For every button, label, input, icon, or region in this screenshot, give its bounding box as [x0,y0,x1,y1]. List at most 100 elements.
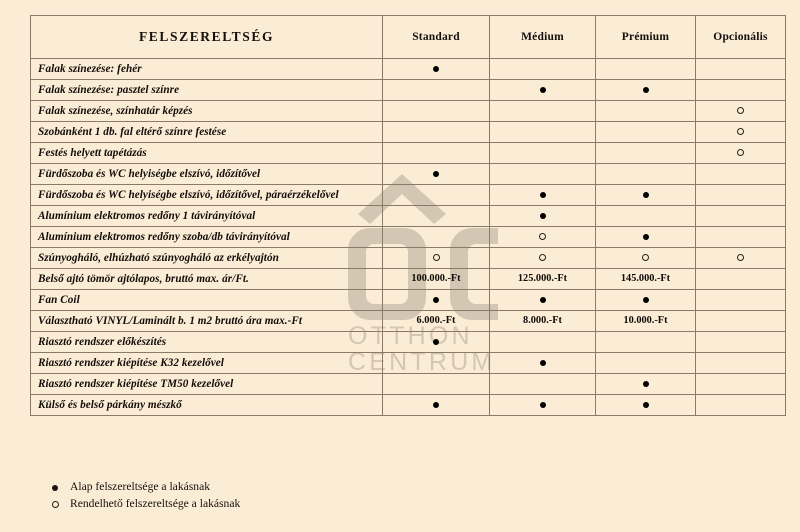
filled-dot-icon [642,401,649,408]
table-row: Falak színezése, színhatár képzés [30,100,786,122]
hollow-dot-icon [737,254,744,262]
cell-premium-empty [595,205,696,227]
cell-premium-empty [595,58,696,80]
feature-label: Falak színezése: pasztel színre [30,79,383,101]
cell-optional-empty [695,331,786,353]
filled-dot-icon [539,191,546,198]
legend-label-orderable: Rendelhető felszereltsége a lakásnak [70,497,241,510]
cell-optional-empty [695,205,786,227]
feature-label: Falak színezése, színhatár képzés [30,100,383,122]
feature-label: Falak színezése: fehér [30,58,383,80]
feature-label: Külső és belső párkány mészkő [30,394,383,416]
filled-dot-icon [52,479,70,495]
cell-standard-empty [382,100,490,122]
cell-optional-orderable [695,100,786,122]
cell-optional-orderable [695,142,786,164]
feature-label: Riasztó rendszer kiépítése TM50 kezelőve… [30,373,383,395]
cell-premium-price: 10.000.-Ft [595,310,696,332]
cell-premium-included [595,394,696,416]
cell-standard-included [382,394,490,416]
cell-premium-included [595,226,696,248]
price-value: 6.000.-Ft [416,314,456,326]
feature-label: Riasztó rendszer kiépítése K32 kezelővel [30,352,383,374]
cell-optional-empty [695,310,786,332]
feature-label: Fürdőszoba és WC helyiségbe elszívó, idő… [30,184,383,206]
hollow-dot-icon [539,233,546,241]
filled-dot-icon [539,401,546,408]
filled-dot-icon [433,296,439,303]
table-row: Szobánként 1 db. fal eltérő színre festé… [30,121,786,143]
price-value: 125.000.-Ft [517,272,568,284]
cell-medium-included [489,352,596,374]
cell-standard-orderable [382,247,490,269]
cell-optional-empty [695,373,786,395]
feature-label: Festés helyett tapétázás [30,142,383,164]
filled-dot-icon [433,401,439,408]
cell-premium-included [595,79,696,101]
cell-optional-empty [695,226,786,248]
table-row: Riasztó rendszer előkészítés [30,331,786,353]
cell-standard-empty [382,205,490,227]
cell-premium-empty [595,142,696,164]
cell-optional-orderable [695,247,786,269]
cell-optional-empty [695,394,786,416]
table-row: Fan Coil [30,289,786,311]
equipment-specification-table: FELSZERELTSÉG Standard Médium Prémium Op… [30,15,786,416]
feature-label: Alumínium elektromos redőny 1 távirányít… [30,205,383,227]
hollow-dot-icon [737,149,744,157]
cell-premium-orderable [595,247,696,269]
table-row: Választható VINYL/Laminált b. 1 m2 brutt… [30,310,786,332]
legend-item-standard: Alap felszereltsége a lakásnak [52,478,240,495]
price-value: 100.000.-Ft [411,272,461,284]
filled-dot-icon [539,212,546,219]
column-header-optional: Opcionális [695,15,786,59]
hollow-dot-icon [737,128,744,136]
table-header: FELSZERELTSÉG Standard Médium Prémium Op… [30,15,786,59]
table-header-row: FELSZERELTSÉG Standard Médium Prémium Op… [30,15,786,59]
feature-label: Szobánként 1 db. fal eltérő színre festé… [30,121,383,143]
cell-standard-included [382,163,490,185]
cell-standard-empty [382,373,490,395]
table-row: Falak színezése: fehér [30,58,786,80]
cell-premium-included [595,184,696,206]
column-header-standard: Standard [382,15,490,59]
cell-medium-included [489,289,596,311]
table-row: Festés helyett tapétázás [30,142,786,164]
legend: Alap felszereltsége a lakásnak Rendelhet… [52,478,240,512]
hollow-dot-icon [52,496,70,512]
filled-dot-icon [642,191,649,198]
legend-item-orderable: Rendelhető felszereltsége a lakásnak [52,495,240,512]
hollow-dot-icon [432,254,440,262]
cell-standard-empty [382,79,490,101]
column-header-feature: FELSZERELTSÉG [30,15,383,59]
cell-medium-price: 8.000.-Ft [489,310,596,332]
feature-label: Fürdőszoba és WC helyiségbe elszívó, idő… [30,163,383,185]
cell-medium-empty [489,163,596,185]
filled-dot-icon [539,86,546,93]
feature-label: Belső ajtó tömör ajtólapos, bruttó max. … [30,268,383,290]
cell-standard-empty [382,352,490,374]
cell-optional-empty [695,79,786,101]
price-value: 8.000.-Ft [523,314,562,326]
table-row: Riasztó rendszer kiépítése TM50 kezelőve… [30,373,786,395]
cell-optional-empty [695,184,786,206]
cell-standard-empty [382,142,490,164]
cell-medium-empty [489,58,596,80]
cell-premium-included [595,373,696,395]
feature-label: Alumínium elektromos redőny szoba/db táv… [30,226,383,248]
hollow-dot-icon [539,254,546,262]
cell-optional-empty [695,289,786,311]
cell-premium-empty [595,352,696,374]
filled-dot-icon [539,359,546,366]
cell-premium-empty [595,163,696,185]
filled-dot-icon [433,65,439,72]
cell-medium-empty [489,121,596,143]
filled-dot-icon [642,296,649,303]
cell-medium-empty [489,142,596,164]
cell-premium-empty [595,100,696,122]
table-row: Belső ajtó tömör ajtólapos, bruttó max. … [30,268,786,290]
filled-dot-icon [642,86,649,93]
cell-medium-included [489,79,596,101]
table-row: Riasztó rendszer kiépítése K32 kezelővel [30,352,786,374]
cell-optional-empty [695,352,786,374]
